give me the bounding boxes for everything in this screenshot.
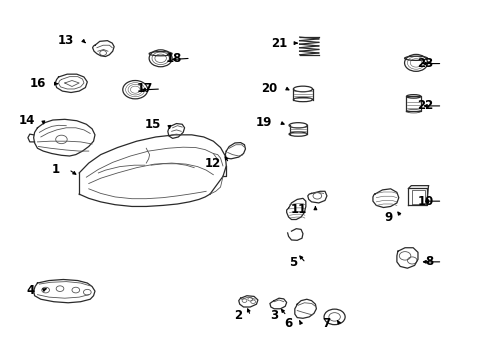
Text: 3: 3 (269, 309, 278, 322)
Text: 13: 13 (58, 34, 74, 47)
Text: 9: 9 (384, 211, 392, 224)
Text: 7: 7 (322, 317, 330, 330)
Text: 18: 18 (165, 52, 182, 65)
Text: 4: 4 (26, 284, 35, 297)
Text: 19: 19 (255, 116, 272, 129)
Text: 17: 17 (136, 82, 152, 95)
Text: 6: 6 (284, 317, 292, 330)
Text: 10: 10 (417, 195, 433, 208)
Text: 21: 21 (271, 37, 287, 50)
Text: 23: 23 (417, 57, 433, 70)
Text: 5: 5 (288, 256, 297, 269)
Text: 15: 15 (144, 118, 160, 131)
Text: 2: 2 (233, 309, 242, 322)
Text: 12: 12 (204, 157, 220, 170)
Text: 8: 8 (425, 255, 433, 268)
Text: 22: 22 (417, 99, 433, 112)
Text: 11: 11 (290, 203, 306, 216)
Text: 16: 16 (29, 77, 45, 90)
Text: 20: 20 (260, 82, 277, 95)
Text: 1: 1 (52, 163, 60, 176)
Text: 14: 14 (18, 113, 35, 126)
